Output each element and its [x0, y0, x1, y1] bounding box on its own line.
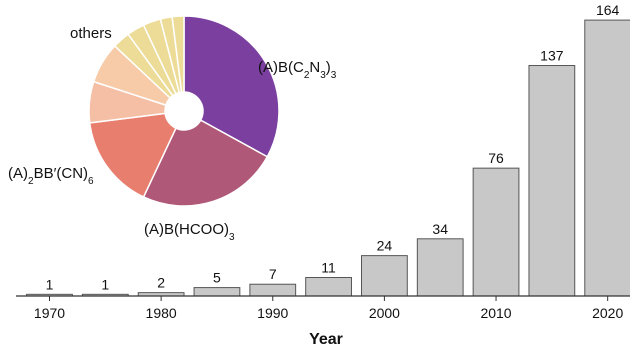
x-tick-label-1990: 1990: [257, 305, 288, 321]
pie-label-0: (A)B(C2N3)3: [258, 59, 337, 81]
x-tick-label-2010: 2010: [480, 305, 511, 321]
pie-slice-0: [183, 15, 280, 158]
bar-1985: [193, 287, 241, 297]
data-label-1975: 1: [101, 276, 109, 292]
data-label-2005: 34: [432, 221, 448, 237]
pie-slice-2: [88, 112, 177, 198]
bar-1990: [249, 283, 297, 297]
bar-2015: [528, 65, 576, 297]
bar-2010: [472, 167, 520, 297]
data-label-1970: 1: [46, 276, 54, 292]
bar-1995: [305, 276, 352, 297]
pie-chart: (A)B(C2N3)3 (A)B(HCOO)3 (A)2BB′(CN)6 others: [8, 15, 337, 243]
data-label-2000: 24: [377, 238, 393, 254]
pie-label-5: others: [70, 25, 112, 42]
x-tick-label-2000: 2000: [369, 305, 400, 321]
data-label-2010: 76: [488, 150, 504, 166]
data-label-2020: 164: [596, 2, 620, 18]
data-label-2015: 137: [540, 48, 564, 64]
bar-2005: [416, 238, 464, 297]
data-label-1980: 2: [157, 275, 165, 291]
pie-slice-9: [171, 15, 185, 93]
x-axis-title: Year: [309, 331, 343, 348]
bar-2000: [361, 255, 408, 297]
x-tick-label-2020: 2020: [592, 305, 623, 321]
data-label-1985: 5: [213, 270, 221, 286]
data-label-1990: 7: [269, 266, 277, 282]
data-label-1995: 11: [321, 259, 336, 275]
pie-slice-1: [142, 119, 269, 207]
pie-label-1: (A)B(HCOO)3: [144, 221, 235, 243]
pie-label-2: (A)2BB′(CN)6: [8, 165, 94, 187]
x-tick-label-1980: 1980: [146, 305, 177, 321]
x-tick-label-1970: 1970: [34, 305, 65, 321]
bar-2020: [584, 19, 630, 297]
